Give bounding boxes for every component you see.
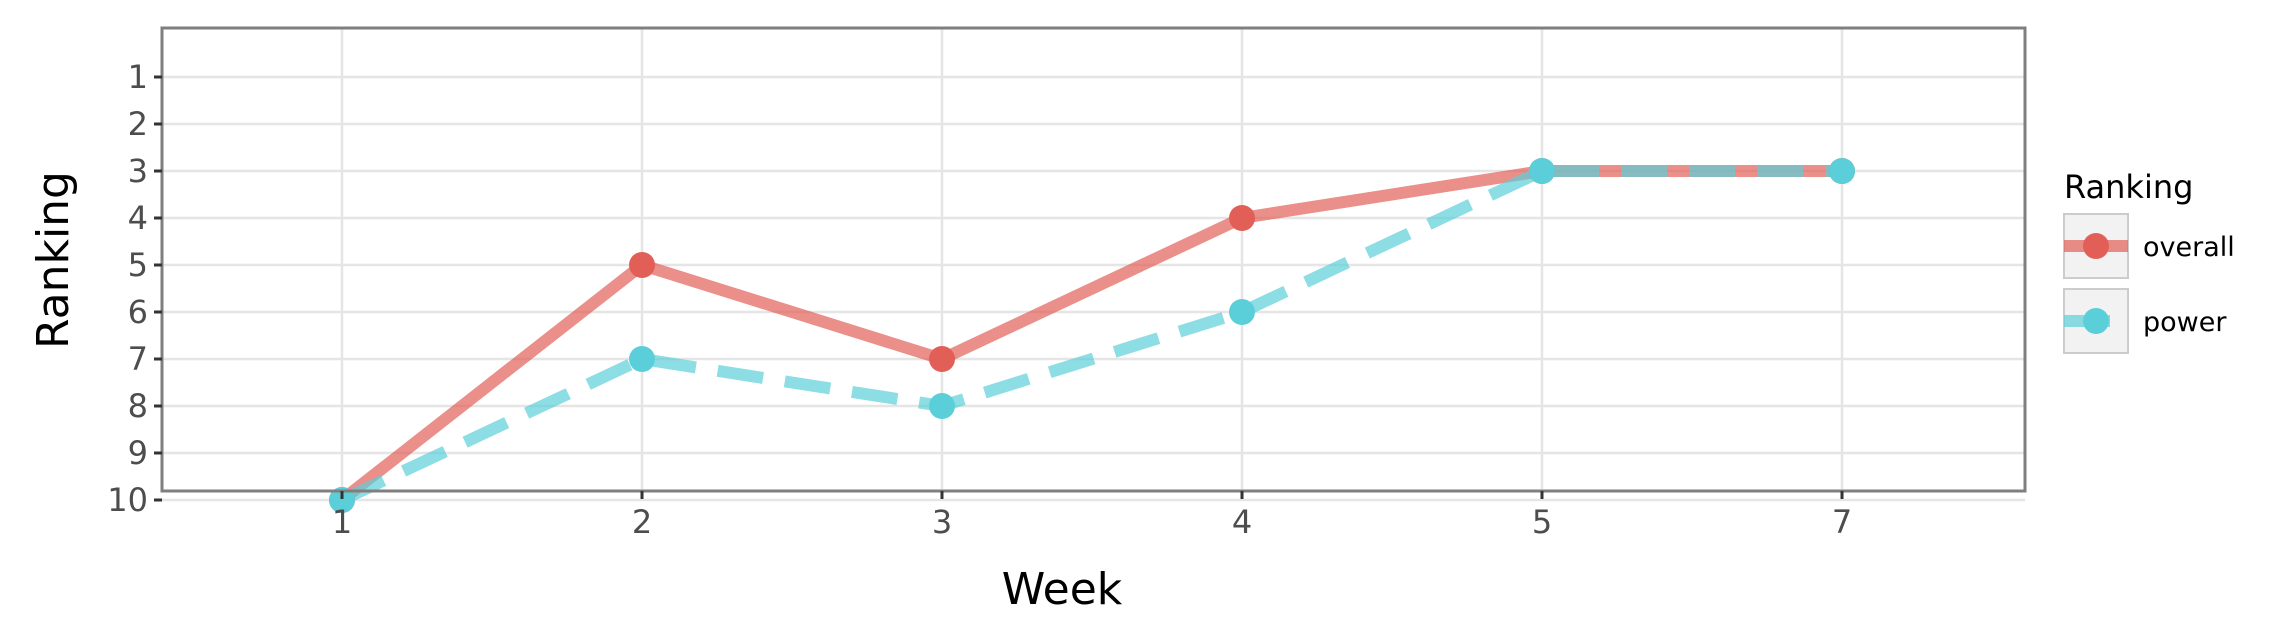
y-tick-label: 4 — [128, 199, 148, 237]
y-axis-ticks: 1 2 3 4 5 6 7 8 9 10 — [107, 58, 162, 519]
y-axis-title: Ranking — [28, 171, 79, 349]
y-tick-label: 8 — [128, 387, 148, 425]
legend-marker-power — [2083, 308, 2109, 334]
x-tick-label: 3 — [932, 503, 952, 541]
plot-border — [160, 26, 2027, 493]
x-tick-label: 5 — [1532, 503, 1552, 541]
data-point-power — [1229, 299, 1255, 325]
x-axis-ticks: 1 2 3 4 5 7 — [332, 491, 1852, 541]
legend: Ranking overall power — [2063, 168, 2235, 354]
data-point-power — [929, 393, 955, 419]
y-tick-label: 10 — [107, 481, 148, 519]
y-tick-label: 3 — [128, 152, 148, 190]
y-tick-label: 2 — [128, 105, 148, 143]
data-point-overall — [629, 252, 655, 278]
x-tick-label: 1 — [332, 503, 352, 541]
series-line-power — [339, 165, 1842, 506]
legend-marker-overall — [2083, 233, 2109, 259]
legend-title: Ranking — [2064, 168, 2193, 206]
data-point-power — [1529, 158, 1555, 184]
data-point-power — [1829, 158, 1855, 184]
y-tick-label: 9 — [128, 434, 148, 472]
legend-label-power: power — [2143, 307, 2227, 338]
data-point-power — [629, 346, 655, 372]
x-tick-label: 4 — [1232, 503, 1252, 541]
plot-background — [162, 28, 2025, 491]
y-tick-label: 6 — [128, 293, 148, 331]
legend-items: overall power — [2063, 213, 2235, 354]
y-tick-label: 1 — [128, 58, 148, 96]
x-axis-title: Week — [1002, 564, 1123, 615]
y-tick-label: 5 — [128, 246, 148, 284]
x-tick-label: 2 — [632, 503, 652, 541]
grid — [162, 28, 2025, 502]
y-tick-label: 7 — [128, 340, 148, 378]
data-point-overall — [1229, 205, 1255, 231]
series-points — [329, 158, 1855, 513]
legend-label-overall: overall — [2143, 232, 2235, 263]
series-lines — [338, 165, 1842, 506]
x-tick-label: 7 — [1832, 503, 1852, 541]
data-point-overall — [929, 346, 955, 372]
data-point-power — [329, 487, 355, 513]
